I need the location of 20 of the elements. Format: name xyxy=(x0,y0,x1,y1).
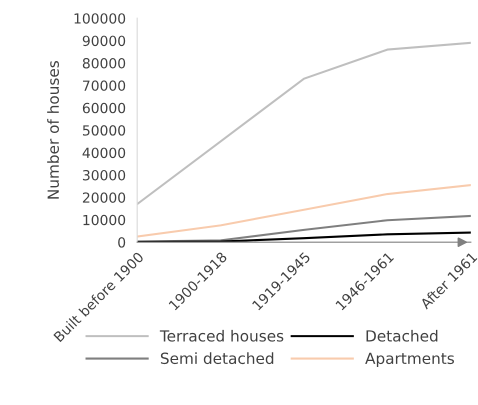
line-series xyxy=(137,184,471,238)
legend-label: Detached xyxy=(366,330,438,342)
y-tick-label: 90000 xyxy=(82,36,126,46)
legend-label: Terraced houses xyxy=(160,330,284,342)
y-tick-label: 10000 xyxy=(83,214,126,226)
legend-label: Apartments xyxy=(365,352,454,368)
y-axis-title: Number of houses xyxy=(47,61,59,199)
y-tick-label: 30000 xyxy=(82,170,126,180)
y-tick-label: 80000 xyxy=(82,58,126,68)
y-tick-label: 100000 xyxy=(74,13,126,24)
line-series xyxy=(137,232,471,242)
legend-label: Semi detached xyxy=(160,352,274,364)
y-tick-label: 60000 xyxy=(82,102,126,114)
y-tick-label: 40000 xyxy=(82,148,126,158)
y-tick-label: 70000 xyxy=(83,80,126,91)
y-tick-label: 0 xyxy=(118,237,126,248)
y-tick-label: 50000 xyxy=(82,125,126,136)
y-tick-label: 20000 xyxy=(82,192,126,203)
line-series xyxy=(137,42,471,206)
line-series xyxy=(137,214,471,242)
